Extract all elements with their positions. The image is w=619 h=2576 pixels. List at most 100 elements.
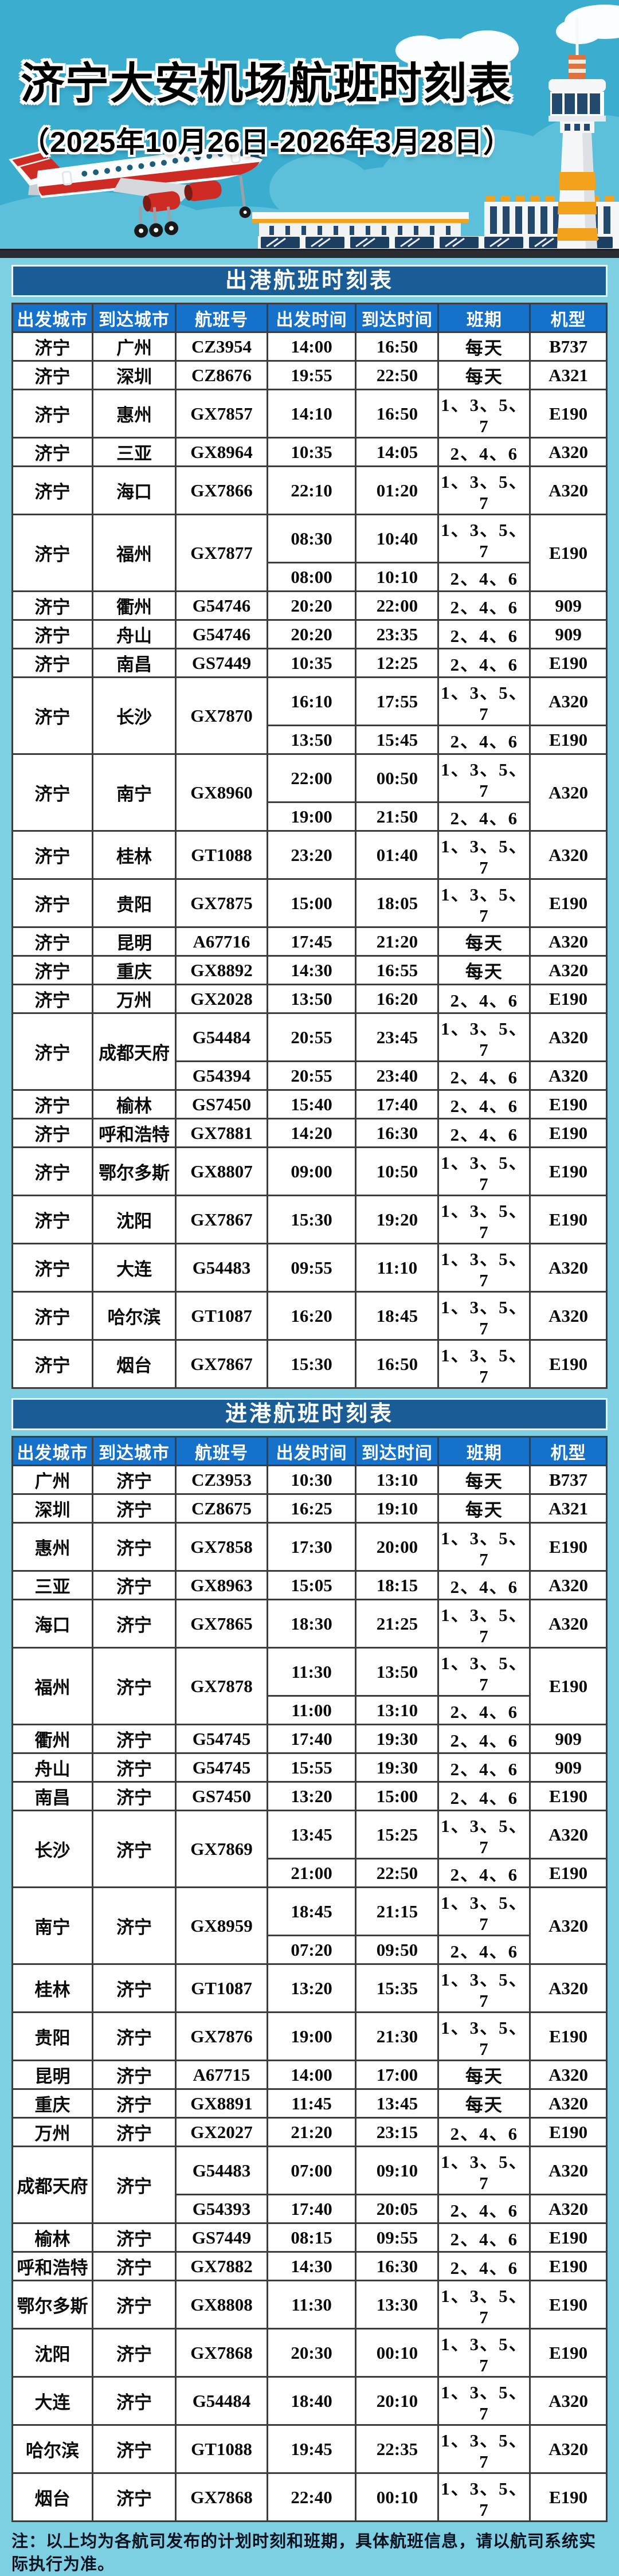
- departures-section-title: 出港航班时刻表: [11, 265, 608, 297]
- flight-row: 烟台 济宁 GX7868 22:40 00:10 1、3、5、7 E190: [11, 2472, 608, 2522]
- cell-to-city: 济宁: [91, 2424, 177, 2474]
- cell-flight-number: A67715: [175, 2060, 268, 2090]
- column-header-aircraft: 机型: [529, 1436, 608, 1466]
- cell-flight-number: GX8963: [175, 1570, 268, 1600]
- cell-flight-number: G54746: [175, 590, 268, 621]
- flight-row: 沈阳 济宁 GX7868 20:30 00:10 1、3、5、7 E190: [11, 2328, 608, 2378]
- cell-arrival-time: 23:35: [355, 619, 440, 649]
- flight-row: 济宁 哈尔滨 GT1087 16:20 18:45 1、3、5、7 A320: [11, 1291, 608, 1341]
- cell-to-city: 济宁: [91, 2088, 177, 2119]
- cell-days: 1、3、5、7: [437, 2280, 531, 2330]
- cell-arrival-time: 20:00: [355, 1522, 440, 1572]
- cell-flight-number: GX7865: [175, 1599, 268, 1649]
- cell-to-city: 福州: [91, 514, 177, 592]
- cell-flight-number: G54394: [175, 1060, 268, 1091]
- cell-from-city: 济宁: [11, 1012, 93, 1091]
- cell-arrival-time: 21:20: [355, 926, 440, 957]
- flight-row: 福州 济宁 GX7878 11:30 13:50 1、3、5、7 E190: [11, 1647, 608, 1725]
- cell-from-city: 长沙: [11, 1810, 93, 1888]
- cell-flight-number: G54483: [175, 1243, 268, 1293]
- cell-from-city: 沈阳: [11, 2328, 93, 2378]
- cell-aircraft: 909: [529, 1724, 608, 1754]
- cell-aircraft: E190: [529, 1647, 608, 1725]
- flight-row: 济宁 鄂尔多斯 GX8807 09:00 10:50 1、3、5、7 E190: [11, 1146, 608, 1196]
- cell-to-city: 长沙: [91, 676, 177, 755]
- cell-arrival-time: 23:15: [355, 2117, 440, 2147]
- cell-arrival-time: 20:10: [355, 2376, 440, 2426]
- cell-arrival-time: 16:50: [355, 331, 440, 362]
- cell-days: 2、4、6: [437, 437, 531, 467]
- cell-from-city: 济宁: [11, 648, 93, 678]
- cell-from-city: 南宁: [11, 1886, 93, 1965]
- departures-section: 出港航班时刻表 出发城市 到达城市 航班号 出发时间 到达时间 班期 机型 济宁 广州 CZ395…: [11, 265, 608, 1389]
- cell-to-city: 万州: [91, 984, 177, 1014]
- cell-days: 2、4、6: [437, 2222, 531, 2253]
- cell-flight-number: GX7868: [175, 2472, 268, 2522]
- cell-arrival-time: 16:55: [355, 955, 440, 985]
- flight-row: 11:00 13:10 2、4、6: [13, 1695, 607, 1725]
- cell-from-city: 哈尔滨: [11, 2424, 93, 2474]
- cell-departure-time: 16:25: [266, 1493, 357, 1524]
- cell-aircraft: B737: [529, 331, 608, 362]
- cell-days: 2、4、6: [437, 1858, 531, 1888]
- cell-aircraft: A320: [529, 1886, 608, 1965]
- cell-departure-time: 08:30: [266, 514, 357, 563]
- cell-departure-time: 14:00: [266, 2060, 357, 2090]
- cell-aircraft: E190: [529, 1146, 608, 1196]
- flight-row: 济宁 昆明 A67716 17:45 21:20 每天 A320: [11, 926, 608, 957]
- cell-arrival-time: 00:50: [355, 753, 440, 803]
- cell-arrival-time: 21:15: [355, 1886, 440, 1936]
- cell-from-city: 福州: [11, 1647, 93, 1725]
- cell-departure-time: 08:00: [266, 562, 357, 592]
- cell-flight-number: GX8960: [175, 753, 268, 832]
- cell-from-city: 济宁: [11, 955, 93, 985]
- cell-to-city: 榆林: [91, 1089, 177, 1119]
- cell-flight-number: G54393: [175, 2194, 268, 2224]
- cell-arrival-time: 18:05: [355, 878, 440, 928]
- cell-arrival-time: 17:55: [355, 676, 440, 726]
- cell-flight-number: GS7450: [175, 1781, 268, 1811]
- cell-flight-number: GX7876: [175, 2011, 268, 2061]
- cell-aircraft: A320: [529, 2194, 608, 2224]
- cell-days: 1、3、5、7: [437, 1243, 531, 1293]
- flight-row: 19:00 21:50 2、4、6: [13, 801, 607, 832]
- cell-from-city: 济宁: [11, 1339, 93, 1389]
- cell-from-city: 济宁: [11, 360, 93, 390]
- cell-flight-number: GS7450: [175, 1089, 268, 1119]
- cell-departure-time: 07:00: [266, 2146, 357, 2195]
- cell-days: 2、4、6: [437, 619, 531, 649]
- cell-arrival-time: 11:10: [355, 1243, 440, 1293]
- cell-departure-time: 18:45: [266, 1886, 357, 1936]
- cell-days: 1、3、5、7: [437, 1647, 531, 1697]
- cell-to-city: 济宁: [91, 1647, 177, 1725]
- cell-departure-time: 11:30: [266, 2280, 357, 2330]
- flight-row: 鄂尔多斯 济宁 GX8808 11:30 13:30 1、3、5、7 E190: [11, 2280, 608, 2330]
- cell-to-city: 济宁: [91, 2280, 177, 2330]
- cell-from-city: 济宁: [11, 590, 93, 621]
- cell-aircraft: E190: [529, 2117, 608, 2147]
- cell-arrival-time: 19:20: [355, 1195, 440, 1244]
- cell-flight-number: GX7857: [175, 389, 268, 439]
- flight-row: 三亚 济宁 GX8963 15:05 18:15 2、4、6 A320: [11, 1570, 608, 1600]
- cell-departure-time: 18:30: [266, 1599, 357, 1649]
- cell-arrival-time: 10:40: [355, 514, 440, 563]
- cell-days: 2、4、6: [437, 1089, 531, 1119]
- cell-aircraft: A320: [529, 1060, 608, 1091]
- cell-aircraft: E190: [529, 514, 608, 592]
- flight-row: 济宁 贵阳 GX7875 15:00 18:05 1、3、5、7 E190: [11, 878, 608, 928]
- cell-departure-time: 22:10: [266, 465, 357, 515]
- cell-departure-time: 20:20: [266, 619, 357, 649]
- cell-arrival-time: 21:25: [355, 1599, 440, 1649]
- cell-to-city: 惠州: [91, 389, 177, 439]
- flight-row: 济宁 福州 GX7877 08:30 10:40 1、3、5、7 E190: [11, 514, 608, 592]
- flight-row: 济宁 南宁 GX8960 22:00 00:50 1、3、5、7 A320: [11, 753, 608, 832]
- cell-departure-time: 19:45: [266, 2424, 357, 2474]
- cell-aircraft: 909: [529, 590, 608, 621]
- cell-aircraft: E190: [529, 1089, 608, 1119]
- cell-aircraft: A320: [529, 2088, 608, 2119]
- cell-aircraft: E190: [529, 648, 608, 678]
- cell-days: 1、3、5、7: [437, 753, 531, 803]
- cell-days: 1、3、5、7: [437, 465, 531, 515]
- flight-row: 贵阳 济宁 GX7876 19:00 21:30 1、3、5、7 E190: [11, 2011, 608, 2061]
- flight-row: 深圳 济宁 CZ8675 16:25 19:10 每天 A321: [11, 1493, 608, 1524]
